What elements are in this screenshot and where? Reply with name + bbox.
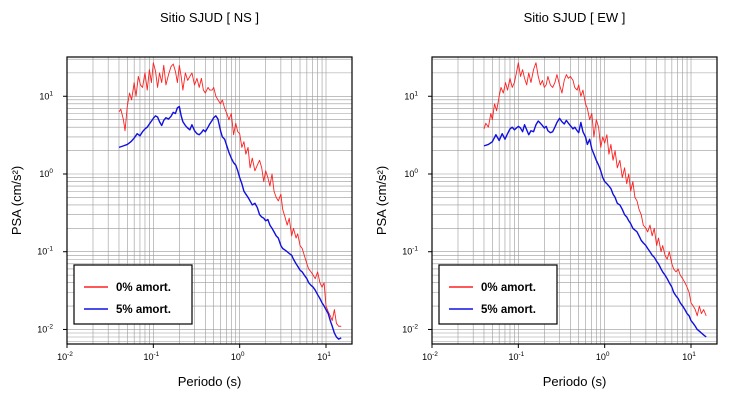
legend-label-damped: 5% amort. — [116, 304, 171, 316]
x-tick-label: 10-1 — [508, 351, 524, 362]
legend: 0% amort. 5% amort. — [438, 264, 558, 325]
y-axis-label: PSA (cm/s²) — [374, 166, 389, 235]
y-tick-label: 10-2 — [37, 323, 53, 334]
legend-label-undamped: 0% amort. — [116, 282, 171, 294]
x-tick-label: 101 — [682, 351, 696, 362]
y-axis-label: PSA (cm/s²) — [9, 166, 24, 235]
y-tick-label: 10-2 — [402, 323, 418, 334]
x-tick-label: 10-1 — [143, 351, 159, 362]
y-tick-label: 101 — [39, 90, 53, 101]
series-line-undamped — [118, 62, 342, 327]
x-axis-label: Periodo (s) — [178, 374, 242, 389]
x-axis-label: Periodo (s) — [543, 374, 607, 389]
chart-panel-2: 10-2 10-1 100 101 10-2 10-1 100 101 Sitio SJUD [… — [374, 10, 718, 389]
plot-frame — [66, 56, 353, 345]
x-tick-label: 10-2 — [422, 351, 438, 362]
plot-frame — [431, 56, 718, 345]
chart-title: Sitio SJUD [ NS ] — [160, 10, 259, 25]
series-line-damped — [118, 105, 342, 340]
grid — [431, 57, 718, 344]
series-line-undamped — [483, 62, 707, 317]
y-tick-label: 10-1 — [402, 246, 418, 257]
legend-label-undamped: 0% amort. — [481, 282, 536, 294]
x-tick-label: 100 — [231, 351, 245, 362]
x-tick-label: 10-2 — [57, 351, 73, 362]
x-tick-label: 101 — [317, 351, 331, 362]
legend: 0% amort. 5% amort. — [73, 264, 193, 325]
y-tick-label: 100 — [404, 168, 418, 179]
series-line-damped — [483, 117, 707, 338]
chart-title: Sitio SJUD [ EW ] — [524, 10, 626, 25]
x-tick-label: 100 — [596, 351, 610, 362]
y-tick-label: 100 — [39, 168, 53, 179]
legend-label-damped: 5% amort. — [481, 304, 536, 316]
y-tick-label: 101 — [404, 90, 418, 101]
legend-box — [438, 264, 558, 325]
y-tick-label: 10-1 — [37, 246, 53, 257]
legend-box — [73, 264, 193, 325]
chart-panel-1: 10-2 10-1 100 101 10-2 10-1 100 101 Sitio SJUD [… — [9, 10, 353, 389]
